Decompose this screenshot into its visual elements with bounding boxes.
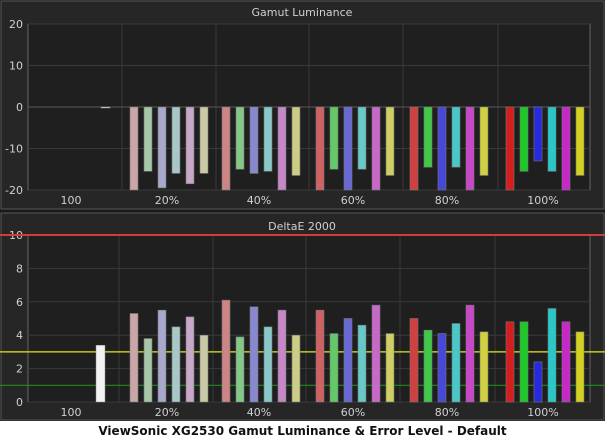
luminance-bar-blue <box>437 106 447 191</box>
deltae-ytick-label: 4 <box>16 329 23 342</box>
deltae-bar-cyan <box>171 326 181 403</box>
deltae-bar-red <box>409 318 419 403</box>
luminance-bar-green <box>235 106 245 170</box>
luminance-bar-yellow <box>385 106 395 176</box>
deltae-group-label: 40% <box>247 406 271 419</box>
deltae-bar-yellow <box>479 331 489 403</box>
deltae-bar-magenta <box>185 316 195 403</box>
luminance-bar-green <box>143 106 153 172</box>
luminance-bar-white <box>100 106 111 109</box>
luminance-bar-magenta <box>465 106 475 191</box>
deltae-bar-blue <box>343 318 353 403</box>
deltae-bar-yellow <box>291 334 301 403</box>
deltae-bar-yellow <box>575 331 585 403</box>
deltae-bar-cyan <box>263 326 273 403</box>
luminance-bar-yellow <box>199 106 209 174</box>
luminance-ytick-label: 0 <box>16 101 23 114</box>
deltae-bar-green <box>519 321 529 403</box>
deltae-bar-green <box>143 338 153 403</box>
deltae-bar-yellow <box>385 333 395 403</box>
deltae-group-label: 20% <box>155 406 179 419</box>
luminance-ytick-label: 10 <box>9 60 23 73</box>
luminance-group-label: 100% <box>527 194 558 207</box>
deltae-bar-magenta <box>561 321 571 403</box>
luminance-bar-red <box>221 106 231 191</box>
deltae-ytick-label: 2 <box>16 363 23 376</box>
deltae-bar-blue <box>533 361 543 403</box>
luminance-bar-blue <box>343 106 353 191</box>
luminance-bar-cyan <box>357 106 367 170</box>
deltae-bar-green <box>329 333 339 403</box>
luminance-bar-red <box>315 106 325 191</box>
figure-caption: ViewSonic XG2530 Gamut Luminance & Error… <box>98 424 507 438</box>
deltae-ytick-label: 6 <box>16 296 23 309</box>
deltae-bar-blue <box>437 333 447 403</box>
luminance-ytick-label: -10 <box>5 143 23 156</box>
luminance-bar-magenta <box>185 106 195 185</box>
deltae-ytick-label: 8 <box>16 262 23 275</box>
deltae-group-label: 80% <box>435 406 459 419</box>
luminance-group-label: 20% <box>155 194 179 207</box>
luminance-group-label: 100 <box>61 194 82 207</box>
luminance-bar-blue <box>157 106 167 189</box>
deltae-bar-magenta <box>371 304 381 403</box>
deltae-bar-yellow <box>199 334 209 403</box>
deltae-bar-green <box>235 336 245 403</box>
luminance-bar-cyan <box>547 106 557 172</box>
deltae-bar-white <box>95 344 106 403</box>
luminance-bar-green <box>519 106 529 172</box>
deltae-bar-red <box>505 321 515 403</box>
luminance-group-label: 60% <box>341 194 365 207</box>
luminance-bar-cyan <box>451 106 461 168</box>
luminance-bar-cyan <box>263 106 273 172</box>
luminance-group-label: 40% <box>247 194 271 207</box>
deltae-group-label: 60% <box>341 406 365 419</box>
deltae-bar-magenta <box>277 309 287 403</box>
luminance-bar-red <box>129 106 139 191</box>
luminance-bar-red <box>409 106 419 191</box>
luminance-bar-magenta <box>277 106 287 191</box>
deltae-bar-red <box>315 309 325 403</box>
luminance-group-label: 80% <box>435 194 459 207</box>
luminance-bar-yellow <box>575 106 585 176</box>
deltae-bar-cyan <box>547 308 557 403</box>
luminance-ytick-label: -20 <box>5 184 23 197</box>
deltae-plot-area <box>27 234 591 403</box>
luminance-bar-red <box>505 106 515 191</box>
deltae-title: DeltaE 2000 <box>268 220 336 233</box>
deltae-bar-cyan <box>451 323 461 403</box>
deltae-bar-blue <box>157 309 167 403</box>
luminance-bar-yellow <box>291 106 301 176</box>
deltae-ytick-label: 0 <box>16 396 23 409</box>
deltae-group-label: 100 <box>61 406 82 419</box>
luminance-bar-green <box>423 106 433 168</box>
luminance-bar-yellow <box>479 106 489 176</box>
deltae-bar-red <box>221 299 231 403</box>
luminance-bar-green <box>329 106 339 170</box>
luminance-bar-magenta <box>561 106 571 191</box>
deltae-bar-cyan <box>357 324 367 403</box>
deltae-bar-green <box>423 329 433 403</box>
luminance-ytick-label: 20 <box>9 18 23 31</box>
luminance-bar-cyan <box>171 106 181 174</box>
deltae-group-label: 100% <box>527 406 558 419</box>
deltae-bar-magenta <box>465 304 475 403</box>
luminance-bar-blue <box>249 106 259 174</box>
luminance-bar-blue <box>533 106 543 162</box>
deltae-bar-red <box>129 313 139 403</box>
luminance-title: Gamut Luminance <box>252 6 353 19</box>
deltae-bar-blue <box>249 306 259 403</box>
luminance-bar-magenta <box>371 106 381 191</box>
